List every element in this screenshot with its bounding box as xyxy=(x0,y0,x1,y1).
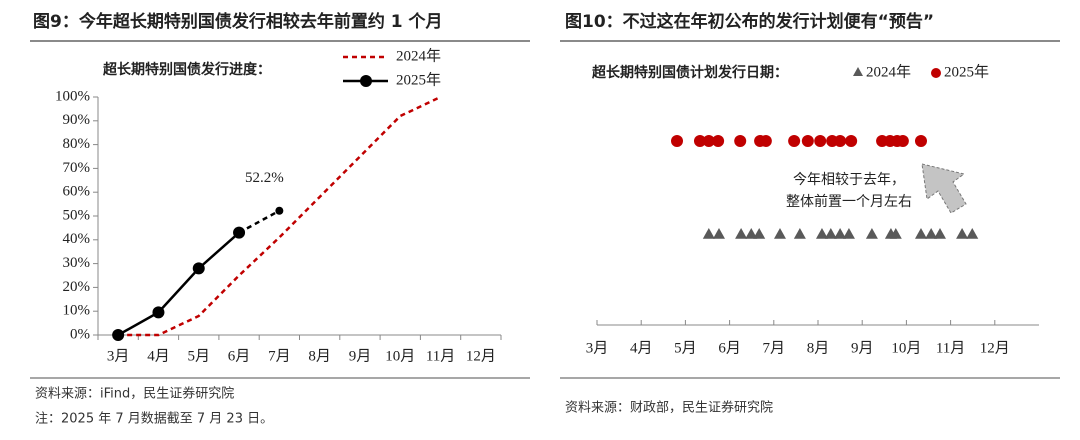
x-tick-label: 4月 xyxy=(630,340,653,356)
x-tick-label: 10月 xyxy=(385,348,415,364)
annotation: 整体前置一个月左右 xyxy=(786,193,912,210)
x-tick-label: 12月 xyxy=(466,348,496,364)
legend-label: 2025年 xyxy=(396,71,441,88)
annotation: 今年相较于去年， xyxy=(793,172,905,188)
x-tick-label: 8月 xyxy=(308,348,331,364)
point xyxy=(966,228,979,239)
point xyxy=(814,135,827,147)
point xyxy=(933,228,946,239)
point xyxy=(914,228,927,239)
x-tick-label: 6月 xyxy=(228,348,251,364)
note: 注：2025 年 7 月数据截至 7 月 23 日。 xyxy=(35,412,273,427)
point xyxy=(753,228,766,239)
legend-marker xyxy=(853,67,863,76)
y-tick-label: 70% xyxy=(63,160,91,176)
point xyxy=(824,228,837,239)
point xyxy=(192,262,205,275)
point xyxy=(735,228,748,239)
legend-marker xyxy=(931,68,941,78)
x-tick-label: 5月 xyxy=(187,348,210,364)
point xyxy=(914,135,927,147)
y-tick-label: 60% xyxy=(63,184,91,200)
legend-marker xyxy=(360,75,372,87)
x-tick-label: 11月 xyxy=(936,340,965,356)
series-line xyxy=(117,231,240,337)
source: 资料来源：财政部，民生证券研究院 xyxy=(565,400,773,416)
x-tick-label: 12月 xyxy=(980,340,1010,356)
point xyxy=(671,135,684,147)
point xyxy=(702,228,715,239)
x-tick-label: 3月 xyxy=(107,348,130,364)
point xyxy=(773,228,786,239)
data-label: 52.2% xyxy=(245,170,284,186)
x-tick-label: 9月 xyxy=(349,348,372,364)
y-tick-label: 20% xyxy=(63,279,91,295)
y-tick-label: 10% xyxy=(63,303,91,319)
point xyxy=(112,329,125,341)
point xyxy=(815,228,828,239)
point xyxy=(788,135,801,147)
point xyxy=(956,228,969,239)
point xyxy=(233,226,246,239)
legend-label: 2024年 xyxy=(396,47,441,64)
point xyxy=(834,228,847,239)
x-tick-label: 5月 xyxy=(674,340,697,356)
x-tick-label: 7月 xyxy=(268,348,291,364)
x-tick-label: 6月 xyxy=(718,340,741,356)
projected-segment xyxy=(238,209,280,234)
point xyxy=(889,228,902,239)
x-tick-label: 3月 xyxy=(586,340,609,356)
y-tick-label: 100% xyxy=(55,88,90,104)
point xyxy=(152,306,165,319)
point xyxy=(759,135,772,147)
point xyxy=(793,228,806,239)
point xyxy=(845,135,858,147)
x-tick-label: 4月 xyxy=(147,348,170,364)
chart-title: 超长期特别国债发行进度： xyxy=(102,61,271,78)
x-tick-label: 9月 xyxy=(851,340,874,356)
legend-label: 2025年 xyxy=(944,63,989,80)
arrow xyxy=(921,163,967,214)
point xyxy=(925,228,938,239)
point xyxy=(842,228,855,239)
point xyxy=(712,228,725,239)
point xyxy=(275,206,284,215)
x-tick-label: 7月 xyxy=(763,340,786,356)
y-tick-label: 50% xyxy=(63,207,91,223)
x-tick-label: 10月 xyxy=(891,340,921,356)
y-tick-label: 90% xyxy=(63,112,91,128)
legend-label: 2024年 xyxy=(866,63,911,80)
point xyxy=(712,135,725,147)
figure-header: 图9：今年超长期特别国债发行相较去年前置约 1 个月 xyxy=(33,11,443,32)
point xyxy=(745,228,758,239)
y-tick-label: 80% xyxy=(63,136,91,152)
point xyxy=(896,135,909,147)
x-tick-label: 8月 xyxy=(807,340,830,356)
point xyxy=(801,135,814,147)
point xyxy=(865,228,878,239)
figure-header: 图10：不过这在年初公布的发行计划便有“预告” xyxy=(565,11,934,32)
chart-title: 超长期特别国债计划发行日期： xyxy=(591,64,788,81)
y-tick-label: 40% xyxy=(63,231,91,247)
y-tick-label: 30% xyxy=(63,255,91,271)
series-line xyxy=(118,95,442,337)
point xyxy=(702,135,715,147)
point xyxy=(693,135,706,147)
source: 资料来源：iFind，民生证券研究院 xyxy=(35,386,234,402)
y-tick-label: 0% xyxy=(70,326,90,342)
point xyxy=(834,135,847,147)
point xyxy=(734,135,747,147)
x-tick-label: 11月 xyxy=(426,348,455,364)
